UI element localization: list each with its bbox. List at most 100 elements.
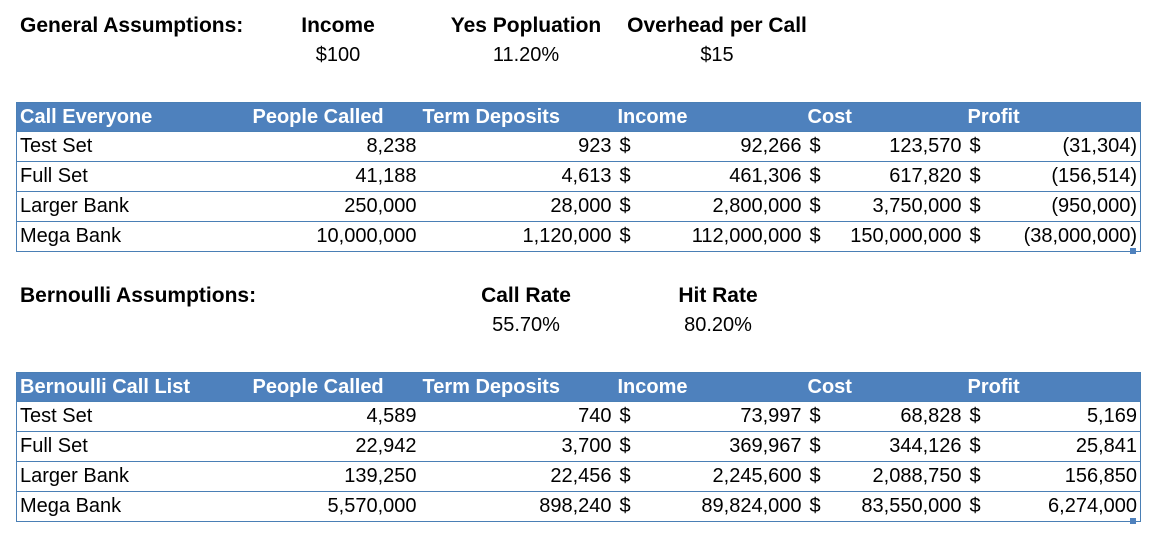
income-cell[interactable]: $369,967: [614, 431, 805, 462]
income-value[interactable]: $100: [315, 44, 361, 66]
dollar-sign: $: [619, 135, 631, 157]
cost-cell[interactable]: $150,000,000: [804, 221, 965, 252]
income-amount: 89,824,000: [701, 495, 802, 517]
cost-cell[interactable]: $617,820: [804, 161, 965, 192]
term-deposits-cell[interactable]: 22,456: [419, 461, 615, 492]
cost-cell[interactable]: $68,828: [804, 401, 965, 432]
row-label-cell[interactable]: Mega Bank: [16, 221, 250, 252]
cost-cell[interactable]: $344,126: [804, 431, 965, 462]
income-cell[interactable]: $89,824,000: [614, 491, 805, 522]
profit-cell[interactable]: $ (156,514): [964, 161, 1141, 192]
term-deposits-cell[interactable]: 898,240: [419, 491, 615, 522]
row-label-cell[interactable]: Mega Bank: [16, 491, 250, 522]
header-cell[interactable]: Income: [617, 105, 688, 128]
people-called-cell[interactable]: 8,238: [249, 131, 420, 162]
general-assumptions-title: General Assumptions:: [20, 14, 244, 37]
table-row: Larger Bank 139,250 22,456 $2,245,600 $2…: [16, 461, 1141, 492]
term-deposits-cell[interactable]: 28,000: [419, 191, 615, 222]
cost-cell[interactable]: $83,550,000: [804, 491, 965, 522]
header-cell[interactable]: Profit: [967, 375, 1020, 398]
income-cell[interactable]: $92,266: [614, 131, 805, 162]
row-label-cell[interactable]: Full Set: [16, 431, 250, 462]
people-called-cell[interactable]: 22,942: [249, 431, 420, 462]
dollar-sign: $: [809, 465, 821, 487]
people-called-cell[interactable]: 41,188: [249, 161, 420, 192]
income-cell[interactable]: $73,997: [614, 401, 805, 432]
people-called-cell[interactable]: 10,000,000: [249, 221, 420, 252]
income-cell[interactable]: $2,800,000: [614, 191, 805, 222]
call-rate-value[interactable]: 55.70%: [492, 314, 560, 336]
term-deposits-cell[interactable]: 3,700: [419, 431, 615, 462]
dollar-sign: $: [969, 135, 981, 157]
profit-cell[interactable]: $5,169: [964, 401, 1141, 432]
hit-rate-label: Hit Rate: [678, 284, 758, 307]
header-cell[interactable]: Term Deposits: [422, 375, 560, 398]
income-cell[interactable]: $461,306: [614, 161, 805, 192]
table-row: Mega Bank 10,000,000 1,120,000 $112,000,…: [16, 221, 1141, 252]
row-label-cell[interactable]: Full Set: [16, 161, 250, 192]
cost-cell[interactable]: $123,570: [804, 131, 965, 162]
profit-amount: (38,000,000): [1023, 225, 1137, 247]
row-label-cell[interactable]: Larger Bank: [16, 461, 250, 492]
income-cell[interactable]: $112,000,000: [614, 221, 805, 252]
profit-amount: (950,000): [1051, 195, 1137, 217]
table-row: Full Set 41,188 4,613 $461,306 $617,820 …: [16, 161, 1141, 192]
header-cell[interactable]: Bernoulli Call List: [20, 375, 191, 398]
income-amount: 92,266: [740, 135, 802, 157]
dollar-sign: $: [969, 465, 981, 487]
yes-population-value[interactable]: 11.20%: [492, 44, 560, 66]
income-amount: 461,306: [729, 165, 802, 187]
term-deposits-cell[interactable]: 740: [419, 401, 615, 432]
table-header-row: Bernoulli Call List People Called Term D…: [16, 372, 1141, 402]
dollar-sign: $: [809, 435, 821, 457]
profit-cell[interactable]: $25,841: [964, 431, 1141, 462]
dollar-sign: $: [809, 135, 821, 157]
header-cell[interactable]: Income: [617, 375, 688, 398]
header-cell[interactable]: Cost: [807, 375, 852, 398]
overhead-value[interactable]: $15: [700, 44, 734, 66]
profit-cell[interactable]: $6,274,000: [964, 491, 1141, 522]
header-cell[interactable]: Profit: [967, 105, 1020, 128]
profit-cell[interactable]: $ (950,000): [964, 191, 1141, 222]
income-cell[interactable]: $2,245,600: [614, 461, 805, 492]
hit-rate-value[interactable]: 80.20%: [684, 314, 752, 336]
header-cell[interactable]: Call Everyone: [20, 105, 153, 128]
people-called-cell[interactable]: 139,250: [249, 461, 420, 492]
dollar-sign: $: [619, 495, 631, 517]
profit-amount: 6,274,000: [1048, 495, 1137, 517]
people-called-cell[interactable]: 250,000: [249, 191, 420, 222]
cost-amount: 2,088,750: [872, 465, 962, 487]
cost-amount: 344,126: [889, 435, 962, 457]
row-label-cell[interactable]: Test Set: [16, 401, 250, 432]
dollar-sign: $: [809, 195, 821, 217]
table-resize-handle[interactable]: [1130, 518, 1136, 524]
term-deposits-cell[interactable]: 1,120,000: [419, 221, 615, 252]
row-label-cell[interactable]: Test Set: [16, 131, 250, 162]
people-called-cell[interactable]: 4,589: [249, 401, 420, 432]
dollar-sign: $: [969, 195, 981, 217]
header-cell[interactable]: People Called: [252, 375, 384, 398]
header-cell[interactable]: Term Deposits: [422, 105, 560, 128]
people-called-cell[interactable]: 5,570,000: [249, 491, 420, 522]
dollar-sign: $: [969, 405, 981, 427]
cost-amount: 68,828: [900, 405, 962, 427]
overhead-label: Overhead per Call: [627, 14, 807, 37]
cost-cell[interactable]: $3,750,000: [804, 191, 965, 222]
income-amount: 112,000,000: [691, 225, 802, 247]
dollar-sign: $: [619, 165, 631, 187]
table-resize-handle[interactable]: [1130, 248, 1136, 254]
cost-cell[interactable]: $2,088,750: [804, 461, 965, 492]
profit-cell[interactable]: $ (31,304): [964, 131, 1141, 162]
table-row: Full Set 22,942 3,700 $369,967 $344,126 …: [16, 431, 1141, 462]
header-cell[interactable]: Cost: [807, 105, 852, 128]
profit-cell[interactable]: $ (38,000,000): [964, 221, 1141, 252]
profit-cell[interactable]: $156,850: [964, 461, 1141, 492]
dollar-sign: $: [969, 165, 981, 187]
income-amount: 73,997: [740, 405, 802, 427]
row-label-cell[interactable]: Larger Bank: [16, 191, 250, 222]
term-deposits-cell[interactable]: 923: [419, 131, 615, 162]
header-cell[interactable]: People Called: [252, 105, 384, 128]
dollar-sign: $: [809, 495, 821, 517]
dollar-sign: $: [619, 195, 631, 217]
term-deposits-cell[interactable]: 4,613: [419, 161, 615, 192]
